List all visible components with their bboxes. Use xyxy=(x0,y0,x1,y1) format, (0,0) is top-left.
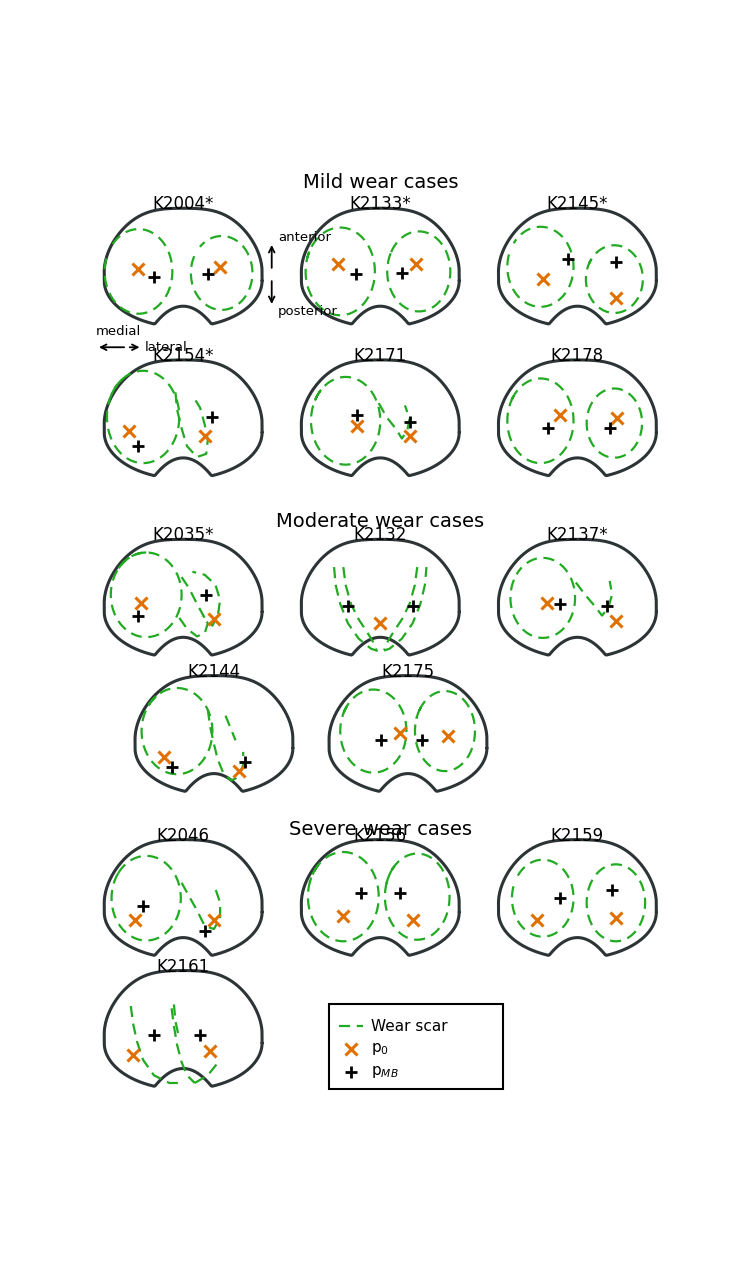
Text: anterior: anterior xyxy=(278,230,331,244)
Text: K2004*: K2004* xyxy=(152,196,214,214)
Text: Moderate wear cases: Moderate wear cases xyxy=(276,512,485,531)
Text: K2161: K2161 xyxy=(157,957,210,975)
Text: K2178: K2178 xyxy=(551,347,604,365)
Text: K2046: K2046 xyxy=(157,827,210,845)
Text: K2159: K2159 xyxy=(551,827,604,845)
Text: Severe wear cases: Severe wear cases xyxy=(289,820,472,840)
Text: K2154*: K2154* xyxy=(152,347,214,365)
Text: K2171: K2171 xyxy=(354,347,407,365)
Text: K2035*: K2035* xyxy=(152,526,214,544)
Text: p$_0$: p$_0$ xyxy=(371,1041,389,1057)
Text: lateral: lateral xyxy=(145,340,188,353)
Text: p$_{MB}$: p$_{MB}$ xyxy=(371,1064,398,1080)
Text: Wear scar: Wear scar xyxy=(371,1019,447,1033)
Text: K2145*: K2145* xyxy=(547,196,608,214)
Text: K2156: K2156 xyxy=(354,827,407,845)
Text: K2133*: K2133* xyxy=(349,196,411,214)
Text: posterior: posterior xyxy=(278,305,338,317)
Text: Mild wear cases: Mild wear cases xyxy=(303,173,458,192)
Text: medial: medial xyxy=(96,325,142,338)
Text: K2137*: K2137* xyxy=(547,526,608,544)
Text: K2132: K2132 xyxy=(354,526,407,544)
Text: K2144: K2144 xyxy=(188,663,240,681)
Text: K2175: K2175 xyxy=(381,663,435,681)
FancyBboxPatch shape xyxy=(329,1005,503,1089)
